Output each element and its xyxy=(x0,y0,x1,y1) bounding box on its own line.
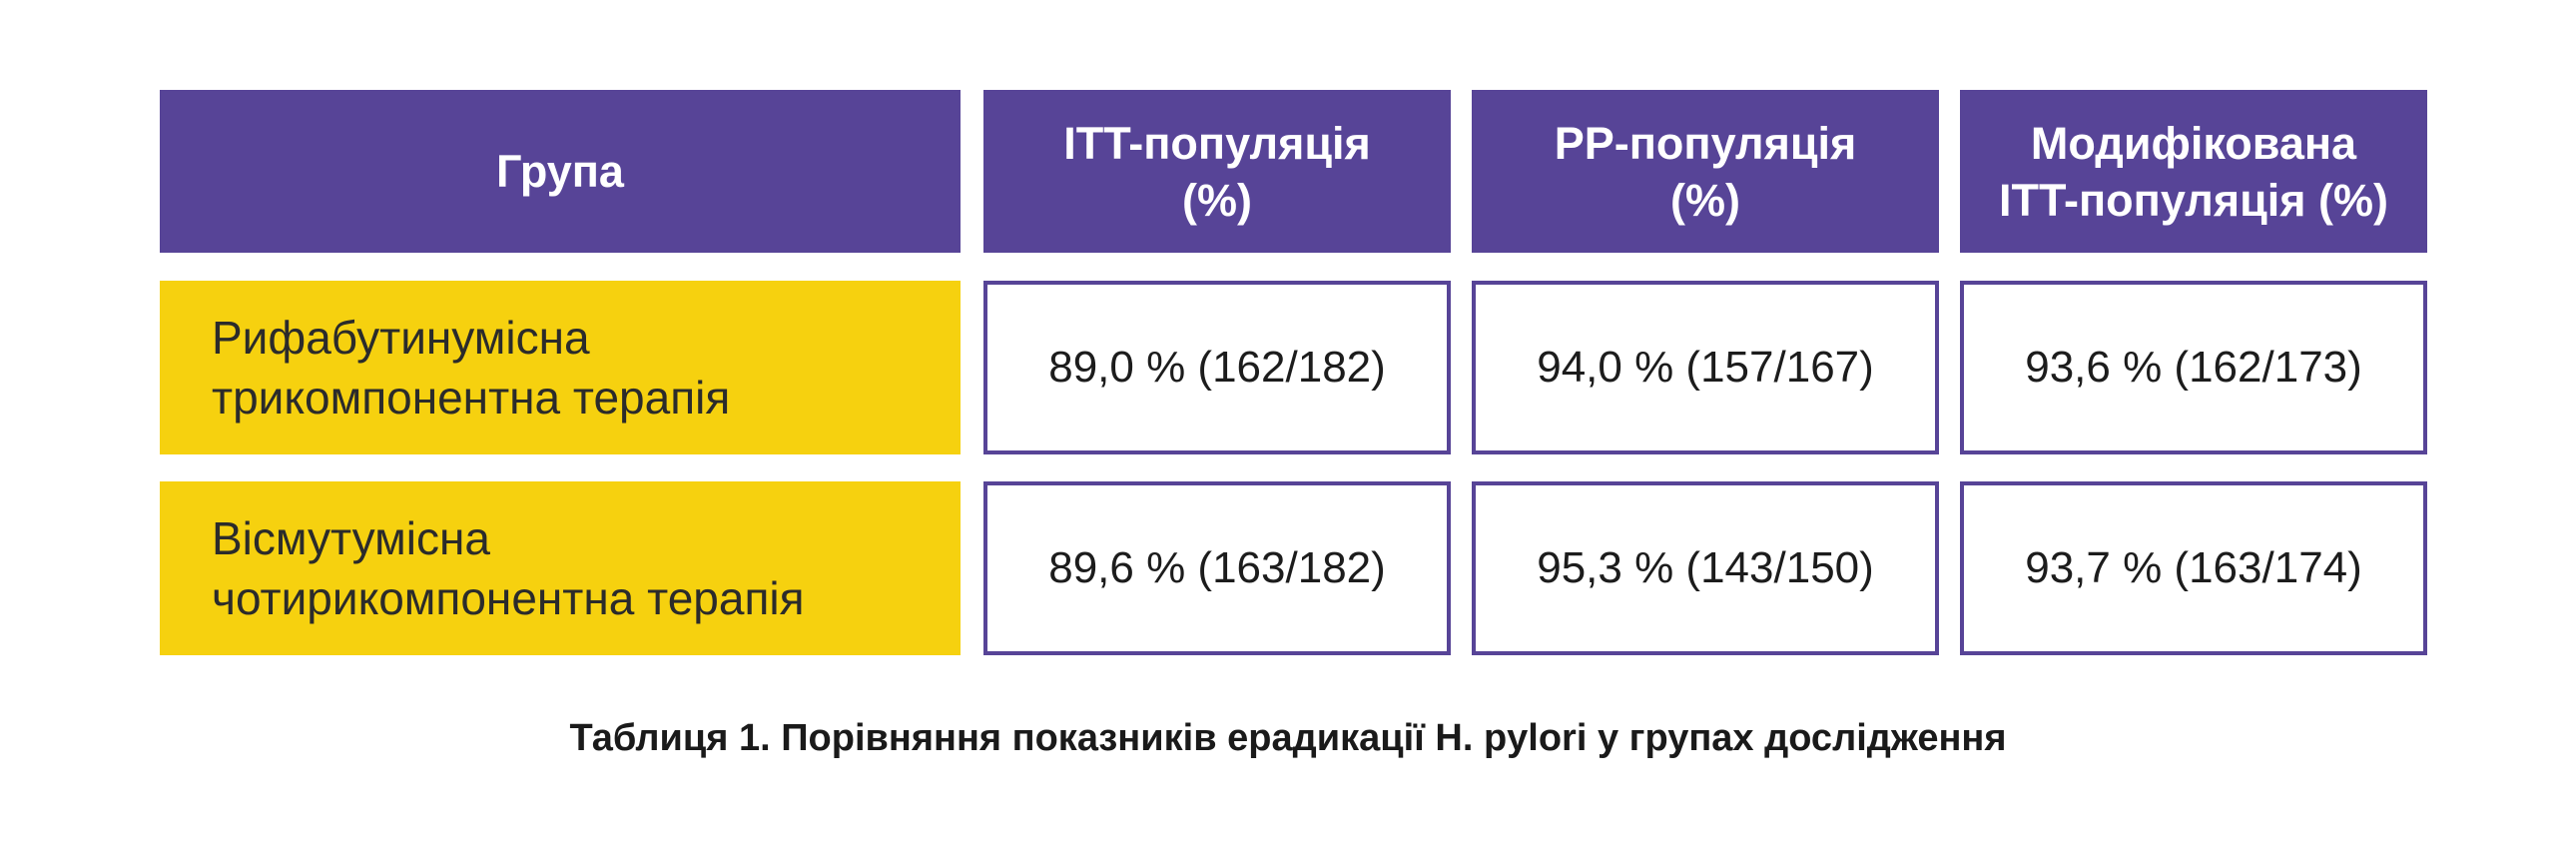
row1-itt-cell: 89,0 % (162/182) xyxy=(983,281,1451,454)
header-group: Група xyxy=(160,90,961,253)
row2-pp-value: 95,3 % (143/150) xyxy=(1537,543,1874,592)
row1-mitt-value: 93,6 % (162/173) xyxy=(2025,343,2362,392)
header-pp: PP-популяція (%) xyxy=(1472,90,1939,253)
header-itt-label: ITT-популяція (%) xyxy=(1063,117,1371,226)
row2-group-label: Вісмутумісна чотирикомпонентна терапія xyxy=(212,512,805,624)
row2-pp-cell: 95,3 % (143/150) xyxy=(1472,481,1939,655)
header-group-label: Група xyxy=(496,146,624,197)
row1-group: Рифабутинумісна трикомпонентна терапія xyxy=(160,281,961,454)
header-mitt-label: Модифікована ITT-популяція (%) xyxy=(1998,117,2388,226)
row2-itt-value: 89,6 % (163/182) xyxy=(1048,543,1386,592)
row2-itt-cell: 89,6 % (163/182) xyxy=(983,481,1451,655)
row2-mitt-cell: 93,7 % (163/174) xyxy=(1960,481,2427,655)
row2-mitt-value: 93,7 % (163/174) xyxy=(2025,543,2362,592)
table-caption: Таблиця 1. Порівняння показників ерадика… xyxy=(569,717,2007,759)
row1-mitt-cell: 93,6 % (162/173) xyxy=(1960,281,2427,454)
row1-group-label: Рифабутинумісна трикомпонентна терапія xyxy=(212,312,731,424)
row1-itt-value: 89,0 % (162/182) xyxy=(1048,343,1386,392)
row2-group: Вісмутумісна чотирикомпонентна терапія xyxy=(160,481,961,655)
header-mitt: Модифікована ITT-популяція (%) xyxy=(1960,90,2427,253)
header-pp-label: PP-популяція (%) xyxy=(1554,117,1857,226)
row1-pp-cell: 94,0 % (157/167) xyxy=(1472,281,1939,454)
header-itt: ITT-популяція (%) xyxy=(983,90,1451,253)
row1-pp-value: 94,0 % (157/167) xyxy=(1537,343,1874,392)
